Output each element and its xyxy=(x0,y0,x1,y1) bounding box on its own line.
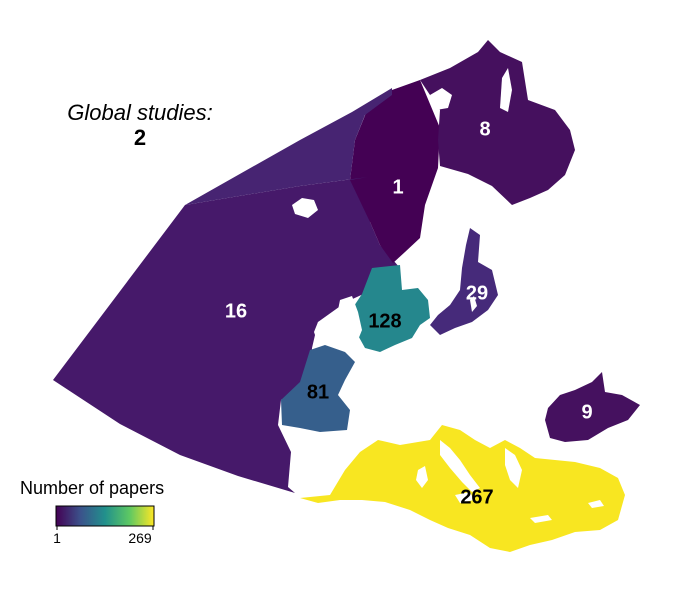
region-black-sea xyxy=(545,372,640,442)
british-isles-land xyxy=(336,296,362,348)
region-nordic-sea xyxy=(350,80,440,263)
region-label-baltic: 29 xyxy=(466,282,488,304)
legend: Number of papers 1 269 xyxy=(20,478,164,546)
legend-min-label: 1 xyxy=(53,530,61,546)
ireland-land xyxy=(314,318,334,345)
region-bay-of-biscay xyxy=(281,345,355,432)
sicily-island xyxy=(455,492,474,503)
italy-peninsula xyxy=(440,440,480,492)
region-north-sea xyxy=(350,265,430,352)
iceland-island xyxy=(292,198,318,218)
region-label-atlantic: 16 xyxy=(225,300,247,322)
region-greenland-sea xyxy=(185,88,392,205)
sardinia-island xyxy=(416,466,428,488)
region-atlantic xyxy=(53,177,400,493)
legend-max-label: 269 xyxy=(128,530,152,546)
novaya-zemlya-island xyxy=(500,68,512,112)
crete-island xyxy=(530,515,552,523)
region-label-mediterranean: 267 xyxy=(460,486,493,508)
region-label-bay-of-biscay: 81 xyxy=(307,381,329,403)
cyprus-island xyxy=(588,500,604,508)
svalbard-island xyxy=(430,88,452,110)
region-label-black-sea: 9 xyxy=(581,401,592,423)
region-label-barents-sea: 8 xyxy=(479,118,490,140)
legend-colorbar xyxy=(55,505,155,527)
global-studies-count: 2 xyxy=(134,125,146,150)
greece-peninsula xyxy=(505,448,522,488)
region-label-nordic-sea: 1 xyxy=(392,176,403,198)
gotland-island xyxy=(470,296,477,312)
legend-title: Number of papers xyxy=(20,478,164,498)
region-barents-sea xyxy=(420,40,575,205)
global-studies-title: Global studies: xyxy=(67,100,213,125)
region-baltic xyxy=(430,228,498,335)
region-label-north-sea: 128 xyxy=(368,310,401,332)
